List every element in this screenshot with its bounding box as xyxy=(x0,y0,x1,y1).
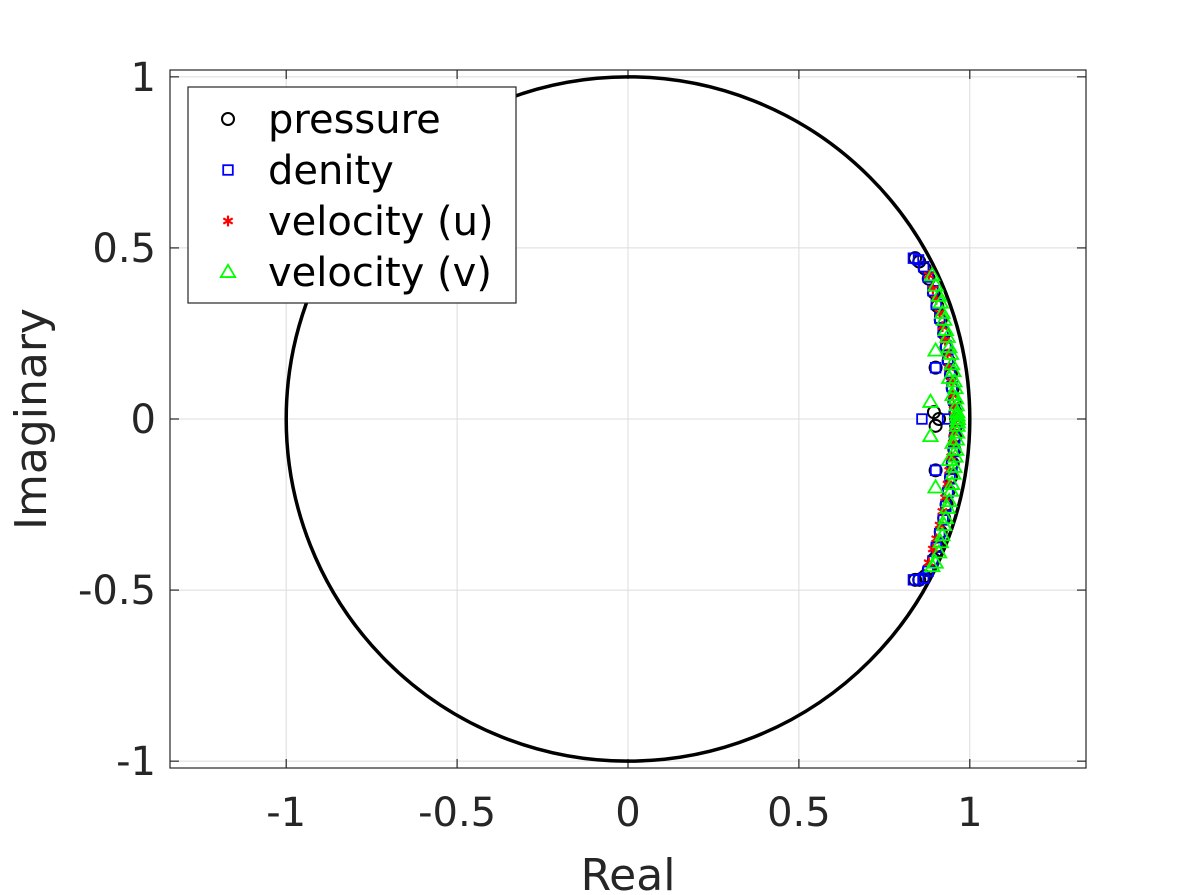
data-point xyxy=(930,543,948,559)
legend: pressure denity velocity (u) velocity (v) xyxy=(187,86,517,304)
data-point xyxy=(907,574,920,586)
data-point xyxy=(916,413,928,425)
legend-label: velocity (u) xyxy=(268,199,494,245)
data-point xyxy=(940,338,959,354)
data-point xyxy=(923,266,941,282)
legend-item: velocity (u) xyxy=(222,199,494,245)
asterisk-stroke xyxy=(222,217,234,225)
y-axis-label: Imaginary xyxy=(6,308,57,530)
data-point xyxy=(921,392,940,408)
data-point xyxy=(945,372,964,388)
series-velocity-v xyxy=(921,266,967,573)
data-point xyxy=(940,368,959,384)
legend-label: pressure xyxy=(268,97,441,143)
x-tick-label: 0 xyxy=(615,790,640,836)
data-point xyxy=(929,464,942,477)
legend-item: pressure xyxy=(221,97,441,143)
legend-item: velocity (v) xyxy=(219,250,492,296)
data-point xyxy=(948,423,966,439)
y-tick-label: 1 xyxy=(131,55,156,101)
x-axis-label: Real xyxy=(581,850,676,895)
data-point xyxy=(933,303,952,319)
data-point xyxy=(949,410,967,425)
data-point xyxy=(937,321,955,336)
y-tick-label: 0 xyxy=(131,397,156,443)
unit-circle xyxy=(284,75,972,763)
data-point xyxy=(933,526,952,542)
data-point xyxy=(940,451,959,466)
x-tick-label: -0.5 xyxy=(418,790,496,836)
data-point xyxy=(948,416,967,432)
y-tick-label: 0.5 xyxy=(92,226,156,272)
legend-marker xyxy=(221,112,235,126)
x-tick-label: 0.5 xyxy=(767,790,831,836)
data-point xyxy=(943,386,962,401)
data-point xyxy=(941,413,954,425)
data-point xyxy=(943,475,961,490)
data-point xyxy=(929,361,942,374)
legend-marker xyxy=(219,263,237,278)
data-point xyxy=(948,406,967,422)
data-point xyxy=(943,433,962,449)
data-points xyxy=(907,251,967,587)
legend-marker xyxy=(222,215,234,227)
unit-circle-layer xyxy=(284,75,972,763)
legend-marker xyxy=(222,164,234,176)
axis-ticks: -1 -0.5 0 0.5 1 -1 -0.5 0 0.5 1 xyxy=(78,55,1086,836)
data-point xyxy=(926,341,945,357)
y-tick-label: -1 xyxy=(116,739,156,785)
data-point xyxy=(947,389,965,405)
data-point xyxy=(926,276,945,292)
data-point xyxy=(930,286,948,302)
data-point xyxy=(928,360,943,375)
data-point xyxy=(932,412,947,426)
legend-label: velocity (v) xyxy=(268,250,492,296)
legend-box xyxy=(187,86,517,304)
data-point xyxy=(943,355,961,371)
data-point xyxy=(921,427,940,443)
data-point xyxy=(923,557,941,573)
data-point xyxy=(926,478,945,494)
data-point xyxy=(937,509,955,525)
x-tick-label: 1 xyxy=(957,790,982,836)
x-tick-label: -1 xyxy=(266,790,306,836)
data-point xyxy=(940,492,959,508)
legend-label: denity xyxy=(268,148,394,194)
data-point xyxy=(928,418,943,433)
data-point xyxy=(928,463,943,478)
y-tick-label: -0.5 xyxy=(78,568,156,614)
legend-item: denity xyxy=(222,148,394,194)
data-point xyxy=(926,553,945,569)
